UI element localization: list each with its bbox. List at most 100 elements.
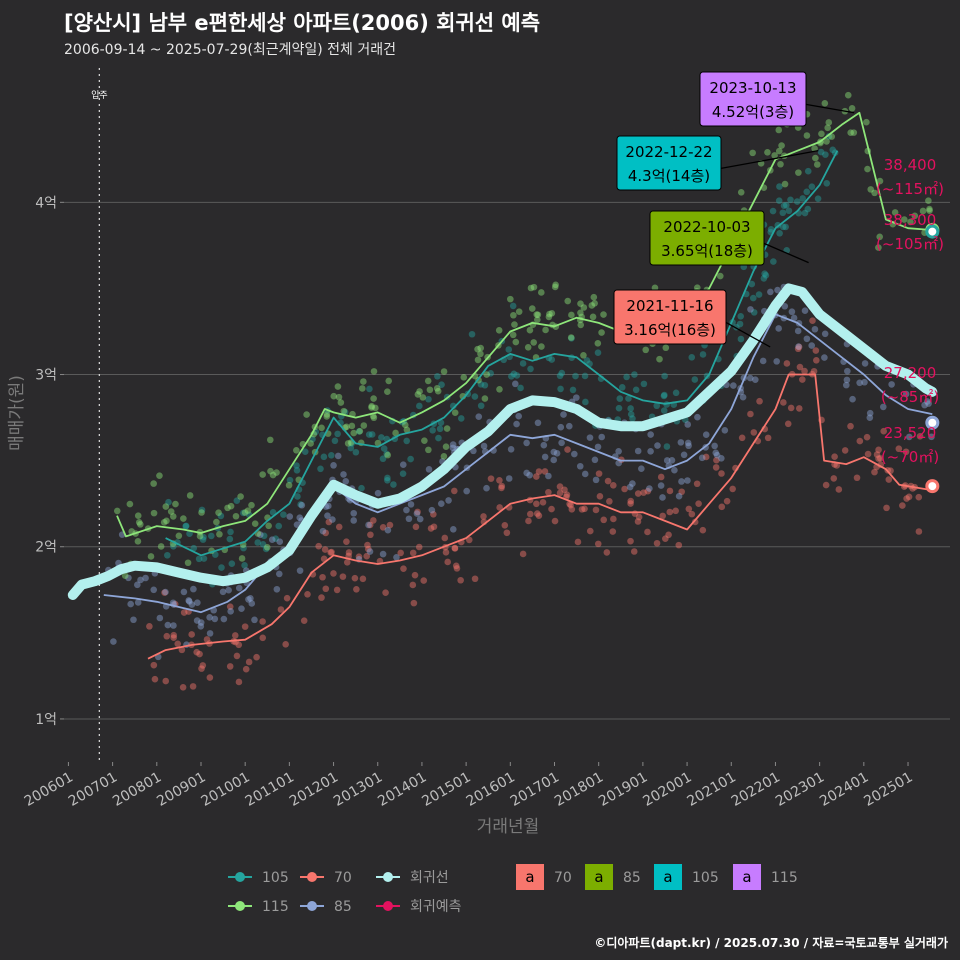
transaction-point [535, 468, 543, 475]
transaction-point [594, 443, 602, 451]
transaction-point [451, 409, 459, 416]
transaction-point [678, 478, 685, 485]
transaction-point [888, 381, 895, 388]
transaction-point [829, 146, 837, 154]
transaction-point [691, 376, 699, 383]
transaction-point [801, 209, 809, 217]
legend-box [733, 864, 761, 890]
legend-label: 회귀예측 [410, 899, 462, 915]
transaction-point [774, 286, 781, 294]
transaction-point [238, 555, 246, 562]
transaction-point [750, 309, 758, 316]
transaction-point [259, 634, 267, 642]
transaction-point [233, 497, 241, 504]
transaction-point [315, 542, 322, 550]
transaction-point [781, 180, 789, 188]
transaction-point [224, 504, 231, 512]
legend-point [307, 901, 317, 911]
transaction-point [864, 450, 872, 458]
regression-line [67, 283, 938, 600]
transaction-point [259, 471, 266, 478]
transaction-point [328, 451, 335, 459]
transaction-point [393, 554, 400, 561]
transaction-point [343, 559, 351, 566]
transaction-point [185, 598, 193, 605]
legend-label: 115 [262, 899, 289, 915]
transaction-point [164, 621, 172, 629]
transaction-point [283, 594, 291, 602]
transaction-point [684, 439, 692, 447]
transaction-point [556, 483, 564, 490]
transaction-point [718, 470, 725, 477]
transaction-point [861, 360, 869, 367]
transaction-point [468, 330, 476, 338]
transaction-point [590, 293, 598, 301]
transaction-point [384, 388, 391, 396]
legend-label: 회귀선 [410, 870, 449, 886]
annotation-box [699, 71, 807, 127]
transaction-point [453, 565, 461, 572]
transaction-point [415, 543, 423, 551]
transaction-point [198, 506, 206, 514]
transaction-point [718, 454, 725, 462]
transaction-point [702, 453, 710, 461]
transaction-point [266, 436, 274, 444]
transaction-point [588, 302, 596, 309]
transaction-point [248, 501, 255, 509]
transaction-point [530, 283, 538, 291]
transaction-point [206, 614, 213, 621]
x-tick-label: 202401 [817, 769, 871, 810]
transaction-point [803, 335, 811, 343]
transaction-point [160, 519, 168, 526]
transaction-point [795, 169, 802, 176]
transaction-point [864, 165, 871, 173]
transaction-point [440, 453, 448, 460]
transaction-point [675, 492, 683, 500]
transaction-point [833, 462, 841, 469]
transaction-point [374, 439, 382, 447]
transaction-point [900, 216, 908, 223]
transaction-point [560, 411, 567, 418]
transaction-point [919, 207, 927, 215]
transaction-point [501, 521, 509, 529]
transaction-point [366, 521, 374, 529]
gridlines: 입주 [64, 68, 950, 762]
transaction-point [880, 427, 887, 435]
transaction-point [685, 442, 692, 450]
transaction-point [760, 275, 768, 282]
transaction-point [749, 294, 757, 302]
transaction-point [179, 684, 187, 691]
transaction-point [638, 465, 645, 472]
transaction-point [304, 590, 311, 598]
transaction-point [861, 378, 868, 386]
legend-box [654, 864, 682, 890]
transaction-point [899, 502, 906, 509]
transaction-point [515, 308, 523, 315]
transaction-point [796, 363, 804, 371]
transaction-point [718, 503, 726, 511]
series-lines [67, 111, 938, 660]
transaction-point [822, 481, 830, 489]
transaction-point [550, 448, 558, 456]
transaction-point [300, 617, 308, 624]
transaction-point [564, 297, 572, 305]
transaction-point [799, 195, 807, 202]
transaction-point [237, 493, 244, 500]
transaction-point [328, 548, 335, 556]
transaction-point [425, 395, 432, 403]
transaction-point [285, 481, 293, 489]
legend-label: 85 [623, 870, 641, 886]
transaction-point [358, 385, 366, 392]
transaction-point [480, 442, 488, 450]
transaction-point [875, 455, 882, 462]
transaction-point [787, 196, 794, 204]
transaction-point [244, 507, 252, 514]
transaction-point [277, 606, 285, 613]
transaction-point [640, 380, 648, 388]
transaction-point [926, 205, 933, 213]
transaction-point [627, 411, 635, 418]
transaction-point [226, 603, 234, 610]
transaction-point [293, 446, 300, 454]
legend-box-glyph: a [594, 868, 603, 886]
transaction-point [644, 528, 651, 536]
